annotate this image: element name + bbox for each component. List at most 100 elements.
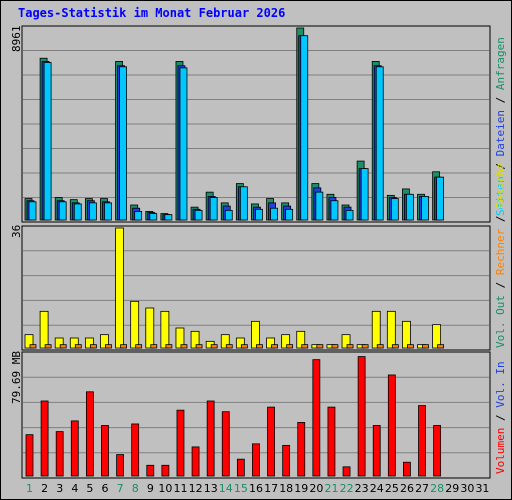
y-tick-visits: 36 <box>10 224 23 238</box>
bar-rechner-day-1 <box>29 344 37 349</box>
legend-vol-in: Vol. In <box>494 361 507 408</box>
bar-seiten-day-2 <box>43 62 52 221</box>
legend-visits: Besuche <box>494 162 507 209</box>
bar-volumen-day-13 <box>206 400 215 477</box>
x-tick-day-11: 11 <box>173 482 188 495</box>
bar-volumen-day-7 <box>116 454 124 477</box>
bar-seiten-day-24 <box>375 66 384 221</box>
x-tick-day-1: 1 <box>26 482 34 495</box>
bar-seiten-day-13 <box>209 197 218 221</box>
bar-besuche-day-6 <box>100 334 109 349</box>
bar-besuche-day-17 <box>266 337 275 349</box>
bar-volumen-day-25 <box>387 374 396 477</box>
bar-besuche-day-24 <box>371 310 381 349</box>
bar-volumen-day-28 <box>433 425 442 477</box>
bar-rechner-day-10 <box>165 344 173 349</box>
bar-volumen-day-24 <box>372 425 381 477</box>
bar-besuche-day-28 <box>432 324 442 349</box>
bar-rechner-day-26 <box>407 344 414 349</box>
bar-seiten-day-16 <box>255 208 263 221</box>
x-tick-day-20: 20 <box>309 482 324 495</box>
x-tick-day-29: 29 <box>445 482 460 495</box>
bar-besuche-day-5 <box>84 337 94 349</box>
bar-rechner-day-7 <box>120 344 127 349</box>
bar-seiten-day-7 <box>119 66 127 221</box>
chart-bars <box>24 27 445 477</box>
bar-besuche-day-19 <box>296 330 306 349</box>
x-tick-day-25: 25 <box>384 482 399 495</box>
bar-seiten-day-23 <box>360 168 369 221</box>
bar-seiten-day-28 <box>436 176 445 221</box>
x-tick-day-14: 14 <box>218 482 233 495</box>
bar-rechner-day-5 <box>89 344 97 349</box>
bar-besuche-day-15 <box>235 337 245 349</box>
bar-rechner-day-16 <box>256 344 263 349</box>
x-tick-day-31: 31 <box>475 482 490 495</box>
legend-bottom: Volumen / Vol. In <box>494 361 507 474</box>
bar-rechner-day-14 <box>225 344 233 349</box>
bar-besuche-day-25 <box>386 310 396 349</box>
bar-volumen-day-10 <box>161 464 170 477</box>
bar-volumen-day-18 <box>282 444 291 477</box>
x-tick-day-18: 18 <box>279 482 294 495</box>
bar-rechner-day-21 <box>331 344 339 349</box>
bar-rechner-day-8 <box>135 344 143 349</box>
bar-seiten-day-5 <box>88 202 97 221</box>
bar-rechner-day-28 <box>437 344 445 349</box>
x-tick-day-10: 10 <box>158 482 173 495</box>
x-tick-day-23: 23 <box>354 482 369 495</box>
bar-rechner-day-27 <box>422 344 429 349</box>
x-tick-day-22: 22 <box>339 482 354 495</box>
bar-seiten-day-18 <box>285 208 294 221</box>
bar-volumen-day-2 <box>40 400 49 477</box>
bar-besuche-day-9 <box>145 307 155 349</box>
bar-seiten-day-17 <box>270 207 278 221</box>
bar-seiten-day-10 <box>164 214 173 221</box>
bar-besuche-day-22 <box>341 334 351 349</box>
y-tick-requests: 8961 <box>10 25 23 53</box>
bar-volumen-day-5 <box>85 391 94 477</box>
bar-rechner-day-23 <box>361 344 369 349</box>
bar-seiten-day-11 <box>179 67 188 221</box>
x-tick-day-28: 28 <box>430 482 445 495</box>
x-tick-day-6: 6 <box>101 482 109 495</box>
x-tick-day-21: 21 <box>324 482 339 495</box>
bar-volumen-day-22 <box>342 466 351 477</box>
bar-volumen-day-14 <box>221 411 230 477</box>
bar-seiten-day-22 <box>345 209 354 221</box>
bar-volumen-day-21 <box>327 406 336 477</box>
x-tick-day-30: 30 <box>460 482 475 495</box>
bar-rechner-day-13 <box>210 344 218 349</box>
legend-files: Dateien <box>494 110 507 157</box>
bar-rechner-day-18 <box>286 344 294 349</box>
bar-rechner-day-25 <box>391 344 399 349</box>
bar-volumen-day-27 <box>418 405 426 477</box>
x-tick-day-13: 13 <box>203 482 218 495</box>
bar-besuche-day-10 <box>160 310 170 349</box>
bar-volumen-day-23 <box>357 356 366 477</box>
bar-volumen-day-20 <box>312 359 321 477</box>
bar-volumen-day-1 <box>25 434 34 477</box>
bar-volumen-day-9 <box>146 464 155 477</box>
bar-seiten-day-21 <box>330 200 339 221</box>
x-tick-day-19: 19 <box>294 482 309 495</box>
x-tick-day-8: 8 <box>131 482 139 495</box>
x-tick-day-24: 24 <box>369 482 384 495</box>
bar-volumen-day-15 <box>236 458 245 477</box>
bar-seiten-day-27 <box>421 196 429 221</box>
bar-rechner-day-12 <box>195 344 203 349</box>
bar-besuche-day-1 <box>24 334 34 349</box>
bar-seiten-day-9 <box>149 213 158 221</box>
bar-seiten-day-1 <box>28 201 37 221</box>
bar-rechner-day-15 <box>240 344 248 349</box>
bar-volumen-day-17 <box>267 406 275 477</box>
bar-seiten-day-19 <box>300 35 309 221</box>
legend-middle: Vol. Out / Rechner / Besuche <box>494 162 507 348</box>
bar-rechner-day-22 <box>346 344 354 349</box>
y-tick-volume: 79.69 MB <box>10 351 23 404</box>
x-tick-day-2: 2 <box>41 482 49 495</box>
bar-volumen-day-4 <box>70 420 79 477</box>
bar-volumen-day-12 <box>191 446 200 477</box>
bar-rechner-day-9 <box>150 344 158 349</box>
x-tick-day-12: 12 <box>188 482 203 495</box>
